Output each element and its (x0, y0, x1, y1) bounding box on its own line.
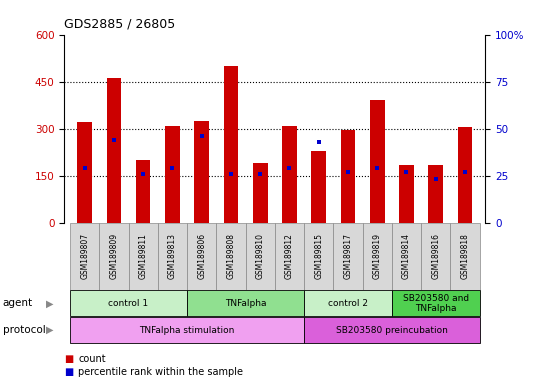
Text: GSM189812: GSM189812 (285, 233, 294, 279)
Text: ■: ■ (64, 354, 74, 364)
Bar (275, 223, 304, 290)
Bar (107, 78, 121, 223)
Bar (392, 290, 480, 316)
Bar (304, 223, 333, 290)
Text: GSM189817: GSM189817 (344, 233, 353, 279)
Bar (128, 223, 158, 290)
Bar (246, 223, 275, 290)
Bar (304, 317, 480, 343)
Text: control 1: control 1 (108, 299, 148, 308)
Text: GSM189818: GSM189818 (460, 233, 469, 279)
Text: GSM189807: GSM189807 (80, 233, 89, 280)
Text: GSM189809: GSM189809 (109, 233, 118, 280)
Bar (224, 66, 238, 223)
Text: GSM189813: GSM189813 (168, 233, 177, 279)
Text: SB203580 and
TNFalpha: SB203580 and TNFalpha (403, 294, 469, 313)
Text: GSM189814: GSM189814 (402, 233, 411, 279)
Bar (187, 290, 304, 316)
Text: percentile rank within the sample: percentile rank within the sample (78, 367, 243, 377)
Bar (429, 165, 443, 223)
Bar (217, 223, 246, 290)
Bar (194, 121, 209, 223)
Text: control 2: control 2 (328, 299, 368, 308)
Bar (187, 223, 217, 290)
Text: ■: ■ (64, 367, 74, 377)
Bar (158, 223, 187, 290)
Bar (392, 223, 421, 290)
Bar (340, 130, 355, 223)
Bar (70, 317, 304, 343)
Text: count: count (78, 354, 106, 364)
Bar (370, 101, 384, 223)
Bar (282, 126, 297, 223)
Text: GSM189815: GSM189815 (314, 233, 323, 279)
Text: GSM189811: GSM189811 (138, 233, 148, 279)
Bar (399, 165, 414, 223)
Text: GSM189806: GSM189806 (197, 233, 206, 280)
Text: ▶: ▶ (46, 298, 54, 308)
Text: TNFalpha stimulation: TNFalpha stimulation (140, 326, 235, 335)
Bar (363, 223, 392, 290)
Bar (70, 290, 187, 316)
Bar (304, 290, 392, 316)
Bar (70, 223, 99, 290)
Text: TNFalpha: TNFalpha (225, 299, 266, 308)
Text: GSM189808: GSM189808 (227, 233, 235, 279)
Bar (333, 223, 363, 290)
Bar (253, 163, 267, 223)
Text: ▶: ▶ (46, 325, 54, 335)
Text: protocol: protocol (3, 325, 46, 335)
Bar (78, 122, 92, 223)
Text: GSM189819: GSM189819 (373, 233, 382, 279)
Text: GSM189816: GSM189816 (431, 233, 440, 279)
Bar (136, 160, 151, 223)
Bar (458, 127, 472, 223)
Bar (165, 126, 180, 223)
Bar (450, 223, 480, 290)
Text: GSM189810: GSM189810 (256, 233, 264, 279)
Bar (311, 151, 326, 223)
Bar (99, 223, 128, 290)
Text: GDS2885 / 26805: GDS2885 / 26805 (64, 18, 175, 31)
Bar (421, 223, 450, 290)
Text: agent: agent (3, 298, 33, 308)
Text: SB203580 preincubation: SB203580 preincubation (336, 326, 448, 335)
